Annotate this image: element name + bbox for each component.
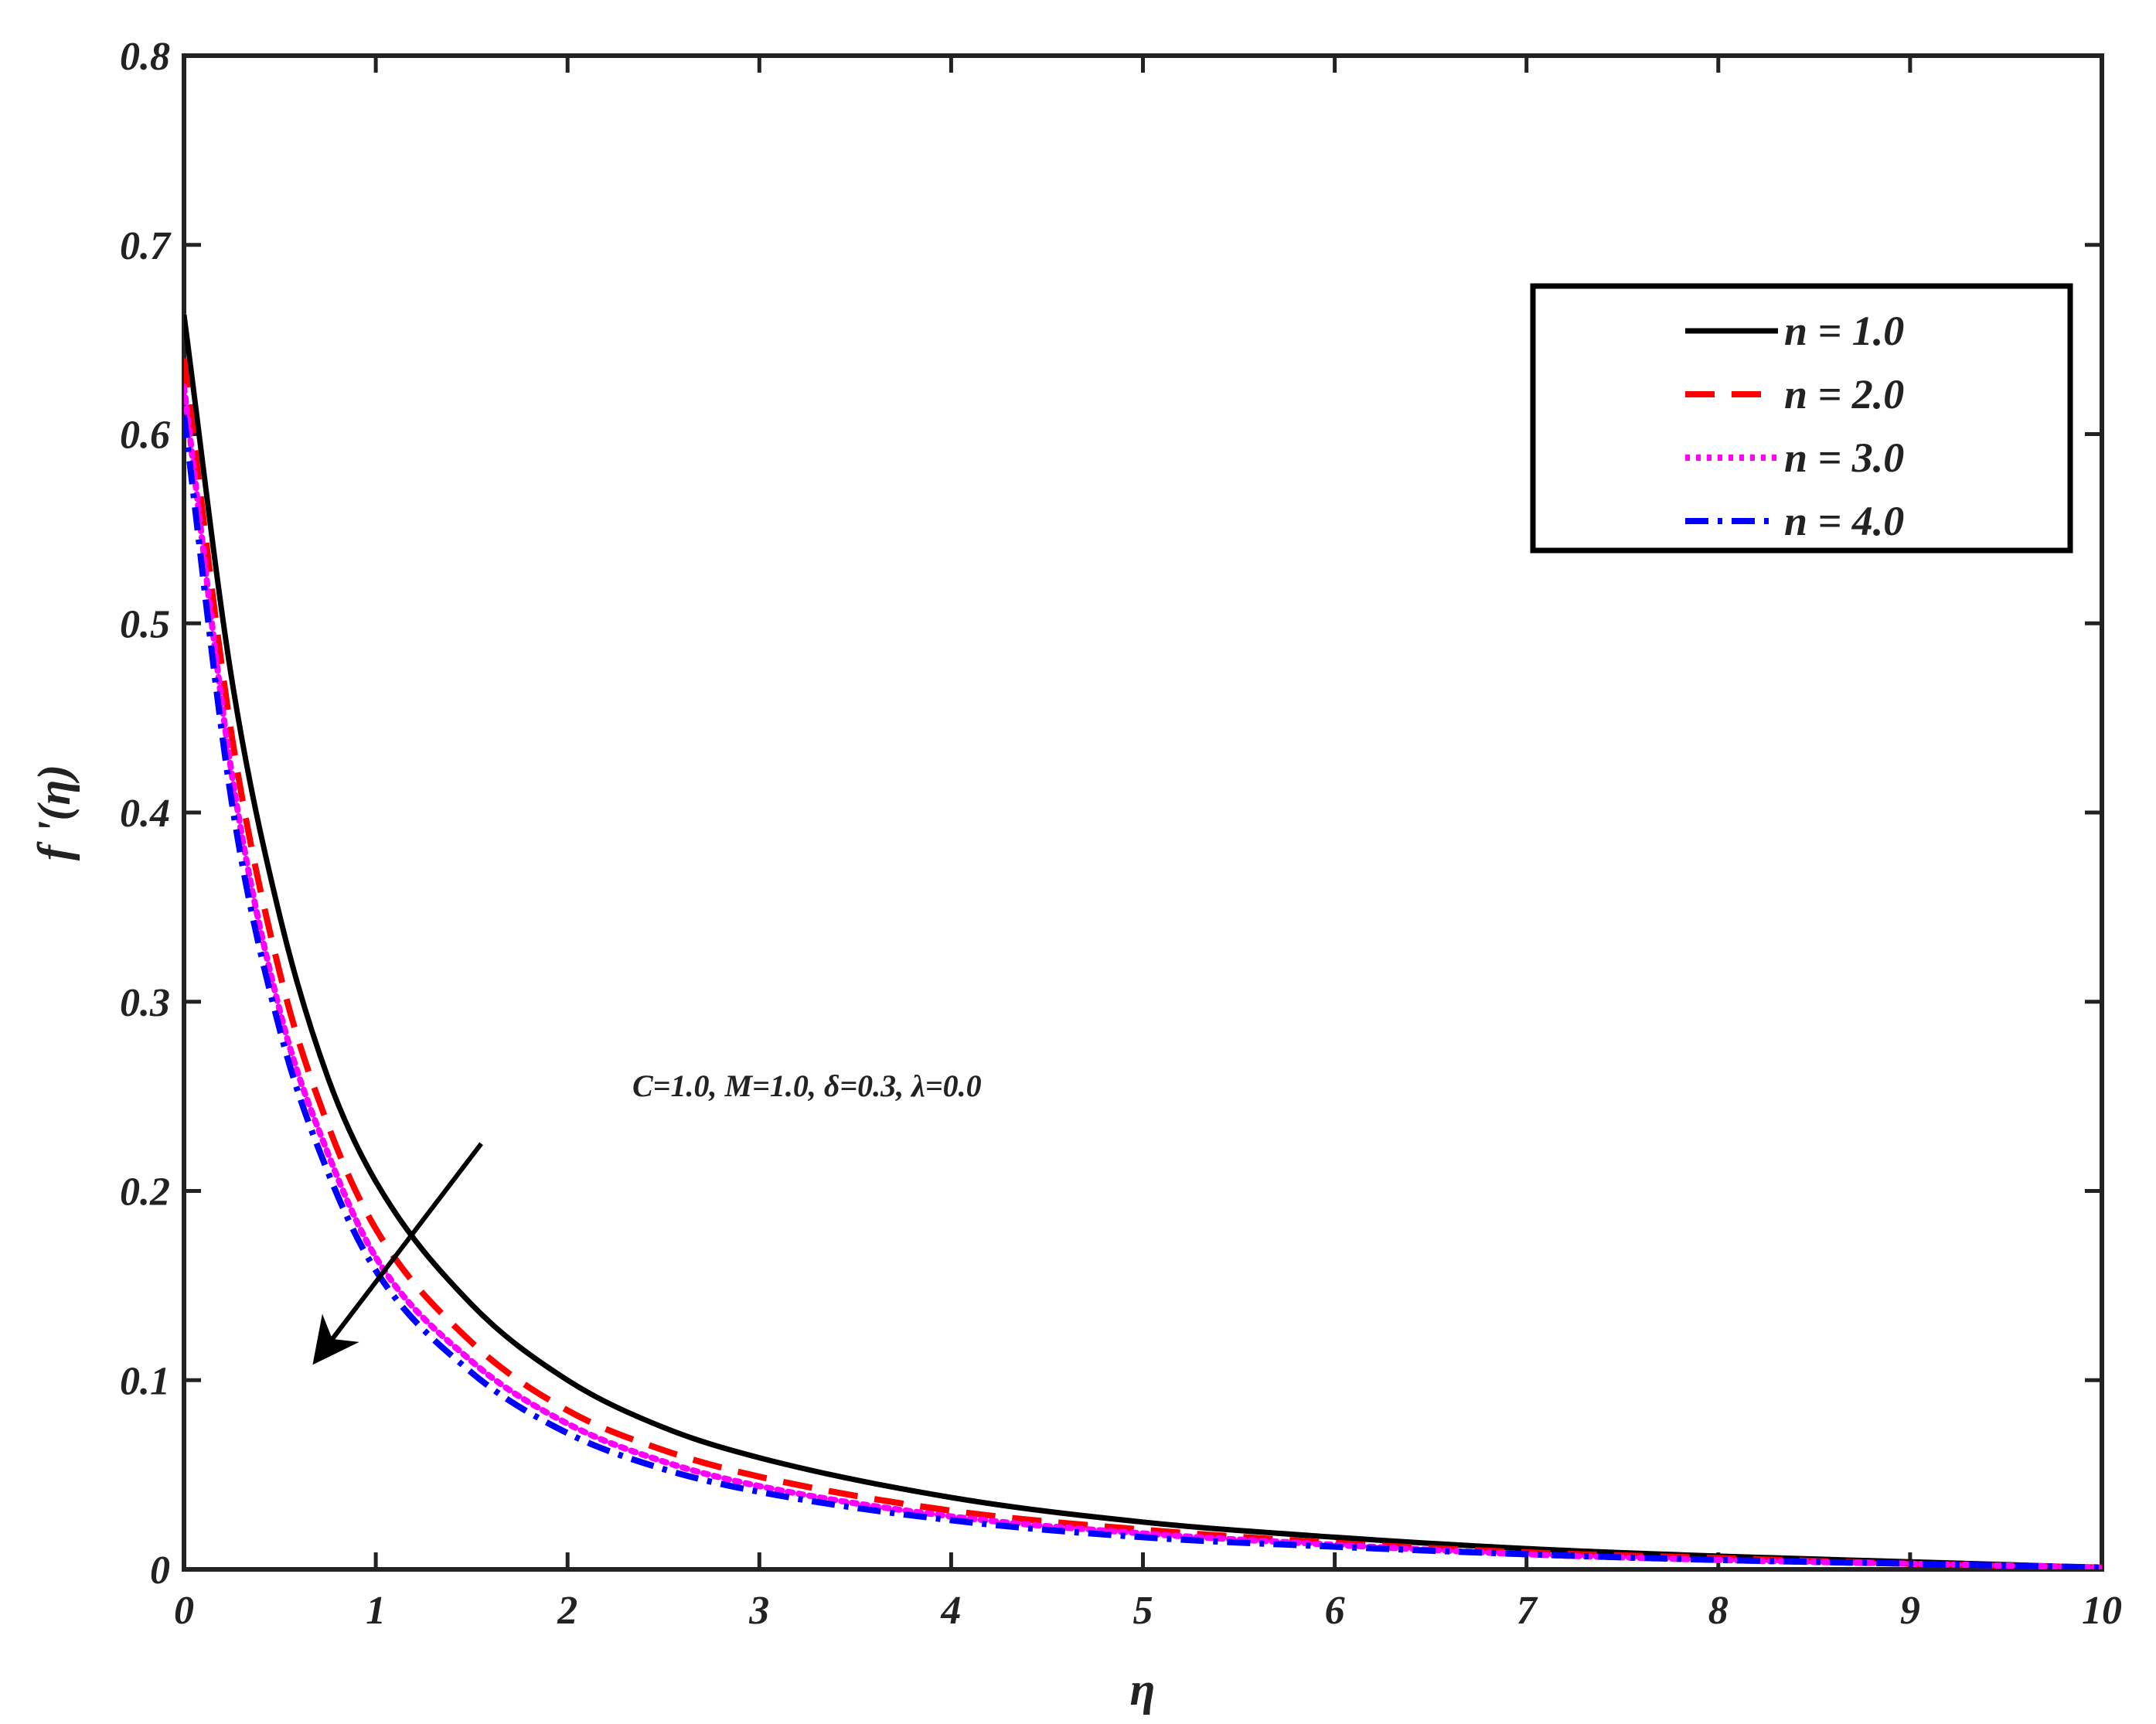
x-tick-label: 7	[1517, 1589, 1538, 1633]
series-line-4	[184, 414, 2102, 1569]
annotation-arrow	[312, 1142, 483, 1365]
tick-labels: 0 1 2 3 4 5 6 7 8 9 10 0 0.1 0.2 0.3 0.4 0.5 0.6 0.7 0.8	[120, 35, 2122, 1633]
x-tick-label: 4	[940, 1589, 961, 1633]
x-tick-label: 2	[557, 1589, 577, 1633]
series-layer	[184, 314, 2102, 1569]
legend-box	[1530, 283, 2073, 554]
x-tick-label: 1	[366, 1589, 386, 1633]
y-tick-label: 0.5	[120, 602, 170, 646]
x-tick-label: 8	[1708, 1589, 1729, 1633]
y-tick-label: 0.4	[120, 792, 170, 836]
y-tick-label: 0.6	[120, 414, 170, 458]
series-line-3	[184, 383, 2102, 1569]
y-tick-label: 0.2	[120, 1170, 170, 1215]
legend-label: n = 3.0	[1784, 434, 1904, 481]
y-tick-label: 0.7	[120, 224, 172, 268]
y-tick-label: 0.1	[120, 1359, 170, 1403]
x-axis-label: η	[1130, 1664, 1156, 1715]
legend-label: n = 2.0	[1784, 371, 1904, 417]
y-axis-label: f '(η)	[29, 765, 80, 861]
annotation-text: C=1.0, M=1.0, δ=0.3, λ=0.0	[632, 1068, 982, 1103]
x-tick-label: 6	[1325, 1589, 1345, 1633]
x-tick-label: 5	[1133, 1589, 1153, 1633]
legend-label: n = 1.0	[1784, 308, 1904, 354]
legend: n = 1.0 n = 2.0 n = 3.0 n = 4.0	[1530, 283, 2073, 554]
x-tick-label: 3	[748, 1589, 769, 1633]
annotation-arrow-layer	[312, 1142, 483, 1365]
y-tick-label: 0.3	[120, 981, 170, 1025]
x-tick-label: 10	[2082, 1589, 2122, 1633]
y-tick-label: 0	[150, 1549, 170, 1593]
legend-label: n = 4.0	[1784, 498, 1904, 544]
y-tick-label: 0.8	[120, 35, 170, 79]
x-tick-label: 9	[1900, 1589, 1920, 1633]
x-tick-label: 0	[174, 1589, 194, 1633]
